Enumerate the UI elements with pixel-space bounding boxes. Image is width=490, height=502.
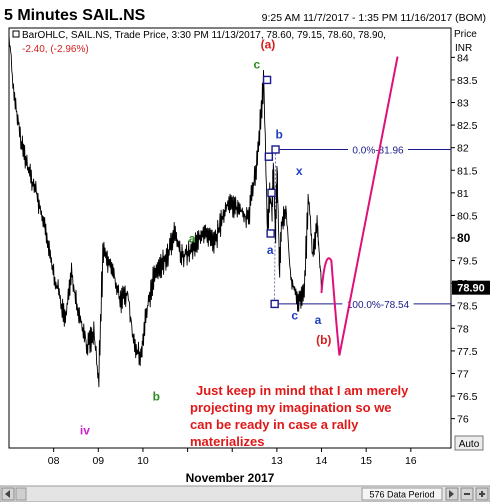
x-tick-label: 14 <box>316 455 328 467</box>
axis-unit-inr: INR <box>455 43 472 54</box>
y-tick-label: 81 <box>457 188 469 200</box>
x-tick-label: 10 <box>137 455 149 467</box>
y-axis: 7676.57777.57878.57979.58080.58181.58282… <box>451 52 478 426</box>
last-price-label: 78.90 <box>457 283 485 295</box>
fib-level-label: 100.0%-78.54 <box>347 300 410 311</box>
projection-series <box>320 56 399 356</box>
x-tick-label: 13 <box>271 455 283 467</box>
x-tick-label: 15 <box>360 455 372 467</box>
anchor-handle[interactable] <box>266 229 275 238</box>
x-tick-label: 08 <box>48 455 60 467</box>
anchor-handle[interactable] <box>262 75 272 85</box>
auto-button-label: Auto <box>459 439 480 450</box>
minus-icon <box>464 493 470 495</box>
projection-note: Just keep in mind that I am merely proje… <box>190 383 409 449</box>
x-axis: 08 09 10 13 14 15 16 <box>48 448 417 467</box>
fib-label-bg <box>342 297 414 310</box>
legend-swatch-icon <box>12 30 20 38</box>
x-tick-label: 09 <box>92 455 104 467</box>
note-line-4: materializes <box>190 434 264 449</box>
wave-label: b <box>153 390 160 404</box>
plus-icon <box>479 491 485 497</box>
y-tick-label: 76 <box>457 414 469 426</box>
anchor-markers[interactable] <box>262 75 280 309</box>
y-tick-label: 77.5 <box>457 346 478 358</box>
horizontal-scrollbar[interactable]: 576 Data Period <box>0 485 490 502</box>
projection-line <box>320 56 399 356</box>
y-tick-label: 83 <box>457 98 469 110</box>
last-price-tag: 78.90 <box>452 280 490 295</box>
y-tick-label: 78 <box>457 323 469 335</box>
wave-label: (b) <box>316 333 331 347</box>
wave-label: c <box>291 308 298 322</box>
data-period-box[interactable] <box>361 487 443 501</box>
wave-label: iv <box>80 423 90 437</box>
legend-ohlc: BarOHLC, SAIL.NS, Trade Price, 3:30 PM 1… <box>22 30 386 41</box>
anchor-handle[interactable] <box>264 152 274 161</box>
y-tick-label: 80 <box>457 231 471 245</box>
date-range: 9:25 AM 11/7/2017 - 1:35 PM 11/16/2017 (… <box>262 12 486 24</box>
scroll-thumb[interactable] <box>15 487 27 501</box>
note-line-2: projecting my imagination so we <box>190 400 392 415</box>
y-tick-label: 80.5 <box>457 210 478 222</box>
y-tick-label: 84 <box>457 52 469 64</box>
y-tick-label: 76.5 <box>457 391 478 403</box>
anchor-handle[interactable] <box>270 299 279 309</box>
auto-button[interactable]: Auto <box>454 435 484 451</box>
arrow-right-icon <box>449 490 454 498</box>
anchor-handle[interactable] <box>267 188 276 198</box>
x-tick-label: 16 <box>405 455 417 467</box>
y-tick-label: 78.5 <box>457 301 478 313</box>
y-tick-label: 82 <box>457 143 469 155</box>
arrow-left-icon <box>5 490 10 498</box>
y-tick-label: 81.5 <box>457 165 478 177</box>
chart-title: 5 Minutes SAIL.NS <box>4 7 146 24</box>
wave-label: b <box>275 128 282 142</box>
wave-label: a <box>189 232 196 246</box>
axis-unit-price: Price <box>454 29 477 40</box>
note-line-3: can be ready in case a rally <box>190 417 359 432</box>
fib-label-bg <box>348 143 408 156</box>
wave-label: a <box>267 243 274 257</box>
note-line-1: Just keep in mind that I am merely <box>196 383 409 398</box>
y-tick-label: 77 <box>457 368 469 380</box>
anchor-handle[interactable] <box>271 145 280 154</box>
wave-label: c <box>253 58 260 72</box>
data-period-label: 576 Data Period <box>369 490 434 500</box>
wave-label: x <box>296 164 303 178</box>
y-tick-label: 79.5 <box>457 256 478 268</box>
x-axis-title: November 2017 <box>186 471 275 485</box>
wave-label: (a) <box>261 37 276 51</box>
y-tick-label: 82.5 <box>457 120 478 132</box>
y-tick-label: 83.5 <box>457 75 478 87</box>
legend-change: -2.40, (-2.96%) <box>22 44 89 55</box>
wave-label: a <box>315 313 322 327</box>
